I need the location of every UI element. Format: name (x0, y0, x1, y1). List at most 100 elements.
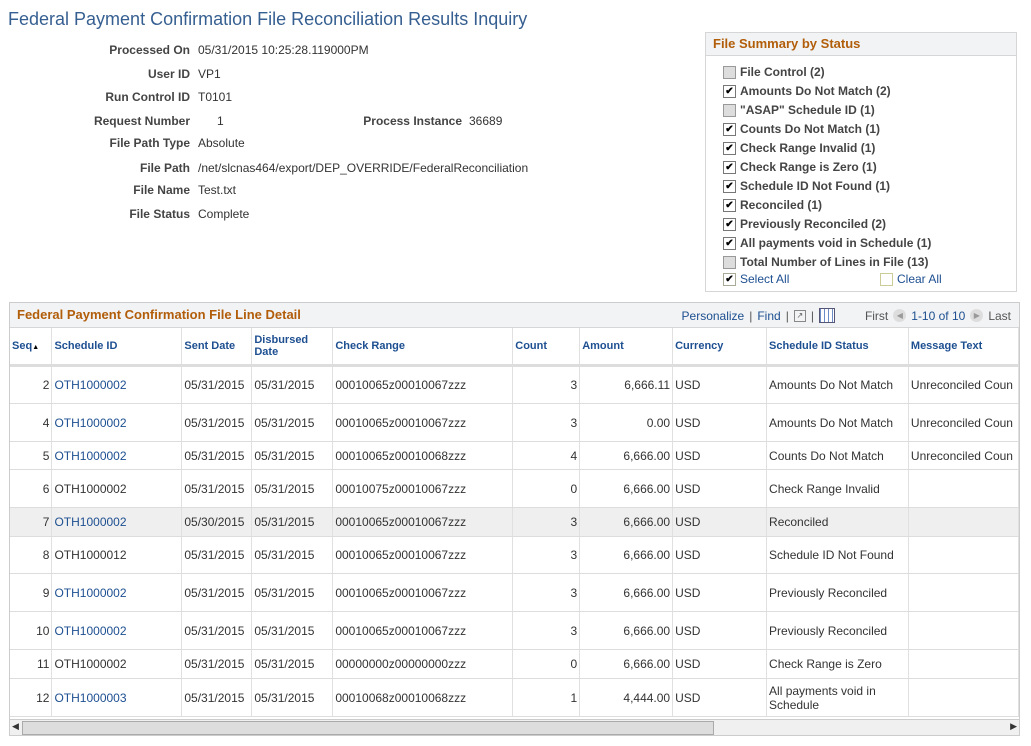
status-filter-item[interactable]: ✔ Counts Do Not Match (1) (723, 122, 880, 136)
column-header[interactable]: Sent Date (181, 328, 253, 367)
currency-cell: USD (672, 611, 768, 650)
checkbox[interactable]: ✔ (723, 84, 736, 98)
count-cell: 3 (512, 507, 581, 537)
scroll-left-icon[interactable]: ◀ (12, 721, 19, 731)
column-header[interactable]: Schedule ID (51, 328, 183, 367)
column-header[interactable]: Message Text (908, 328, 1020, 367)
seq-cell: 11 (10, 649, 53, 679)
clear-all-link[interactable]: Clear All (880, 272, 942, 286)
disbursed-date-cell: 05/31/2015 (251, 678, 334, 717)
select-all-link[interactable]: ✔ Select All (723, 272, 789, 286)
next-icon[interactable]: ▶ (970, 309, 984, 322)
checkbox (723, 65, 736, 79)
status-filter-item[interactable]: ✔ Reconciled (1) (723, 198, 822, 212)
sent-date-cell: 05/31/2015 (181, 441, 253, 470)
download-spreadsheet-icon[interactable] (818, 308, 835, 323)
status-cell: All payments void in Schedule (766, 678, 909, 717)
checkbox[interactable]: ✔ (723, 160, 736, 174)
status-filter-item[interactable]: ✔ Schedule ID Not Found (1) (723, 179, 890, 193)
scrollbar-thumb[interactable] (22, 721, 714, 735)
schedule-id-link[interactable]: OTH1000003 (54, 690, 127, 705)
checkbox[interactable]: ✔ (723, 236, 736, 250)
check-range-cell: 00010075z00010067zzz (332, 469, 514, 508)
amount-cell: 6,666.00 (579, 441, 674, 470)
table-row: 11 OTH1000002 05/31/2015 05/31/2015 0000… (10, 649, 1020, 679)
amount-cell: 6,666.00 (579, 611, 674, 650)
sent-date-cell: 05/31/2015 (181, 649, 253, 679)
schedule-id-link[interactable]: OTH1000002 (54, 623, 127, 638)
currency-cell: USD (672, 507, 768, 537)
count-cell: 0 (512, 649, 581, 679)
status-filter-item[interactable]: ✔ Check Range is Zero (1) (723, 160, 877, 174)
check-range-cell: 00010065z00010067zzz (332, 611, 514, 650)
table-row: 8 OTH1000012 05/31/2015 05/31/2015 00010… (10, 536, 1020, 574)
personalize-link[interactable]: Personalize (681, 308, 745, 323)
checkbox[interactable]: ✔ (723, 179, 736, 193)
file-path-type-label: File Path Type (109, 136, 190, 150)
table-row: 9 OTH1000002 05/31/2015 05/31/2015 00010… (10, 573, 1020, 612)
message-cell: Unreconciled Coun (908, 365, 1020, 404)
check-icon: ✔ (723, 272, 736, 286)
disbursed-date-cell: 05/31/2015 (251, 441, 334, 470)
status-cell: Reconciled (766, 507, 909, 537)
status-filter-item[interactable]: ✔ All payments void in Schedule (1) (723, 236, 931, 250)
seq-cell: 12 (10, 678, 53, 717)
amount-cell: 6,666.00 (579, 507, 674, 537)
status-filter-item: File Control (2) (723, 65, 825, 79)
status-cell: Counts Do Not Match (766, 441, 909, 470)
count-cell: 3 (512, 365, 581, 404)
message-cell (908, 507, 1020, 537)
view-all-icon[interactable]: ↗ (793, 309, 806, 322)
checkbox (723, 255, 736, 269)
column-header[interactable]: Seq▲ (10, 328, 53, 367)
horizontal-scrollbar[interactable]: ◀ ▶ (10, 719, 1019, 735)
grid-title: Federal Payment Confirmation File Line D… (17, 307, 301, 322)
sent-date-cell: 05/31/2015 (181, 678, 253, 717)
empty-box-icon (880, 272, 893, 286)
schedule-id-link[interactable]: OTH1000002 (54, 585, 127, 600)
status-filter-item[interactable]: ✔ Previously Reconciled (2) (723, 217, 886, 231)
previous-icon[interactable]: ◀ (893, 309, 907, 322)
checkbox[interactable]: ✔ (723, 141, 736, 155)
checkbox[interactable]: ✔ (723, 217, 736, 231)
find-link[interactable]: Find (757, 308, 781, 323)
column-header[interactable]: Count (512, 328, 581, 367)
last-link[interactable]: Last (988, 308, 1011, 323)
check-range-cell: 00010065z00010067zzz (332, 536, 514, 574)
schedule-id-link[interactable]: OTH1000002 (54, 448, 127, 463)
summary-title: File Summary by Status (706, 33, 1016, 56)
column-header[interactable]: Disbursed Date (251, 328, 334, 367)
schedule-id-link[interactable]: OTH1000002 (54, 515, 127, 529)
scroll-right-icon[interactable]: ▶ (1010, 721, 1017, 731)
status-filter-item[interactable]: ✔ Amounts Do Not Match (2) (723, 84, 891, 98)
currency-cell: USD (672, 441, 768, 470)
column-header[interactable]: Currency (672, 328, 768, 367)
message-cell (908, 611, 1020, 650)
sent-date-cell: 05/30/2015 (181, 507, 253, 537)
column-header[interactable]: Schedule ID Status (766, 328, 909, 367)
seq-cell: 8 (10, 536, 53, 574)
run-control-id-value: T0101 (198, 90, 233, 104)
line-detail-grid: Federal Payment Confirmation File Line D… (9, 302, 1020, 736)
check-range-cell: 00010065z00010067zzz (332, 365, 514, 404)
checkbox[interactable]: ✔ (723, 122, 736, 136)
line-detail-table: Seq▲ Schedule ID Sent Date Disbursed Date Ch… (10, 328, 1020, 717)
amount-cell: 4,444.00 (579, 678, 674, 717)
table-row: 2 OTH1000002 05/31/2015 05/31/2015 00010… (10, 365, 1020, 404)
column-header[interactable]: Amount (579, 328, 674, 367)
file-summary-panel: File Summary by Status File Control (2) ✔… (705, 32, 1017, 292)
checkbox[interactable]: ✔ (723, 198, 736, 212)
schedule-id-link[interactable]: OTH1000002 (54, 415, 127, 430)
status-cell: Check Range is Zero (766, 649, 909, 679)
first-link[interactable]: First (864, 308, 889, 323)
check-range-cell: 00010068z00010068zzz (332, 678, 514, 717)
count-cell: 3 (512, 611, 581, 650)
file-name-value: Test.txt (198, 183, 237, 197)
schedule-id-link[interactable]: OTH1000002 (54, 378, 127, 392)
seq-cell: 9 (10, 573, 53, 612)
status-filter-item[interactable]: ✔ Check Range Invalid (1) (723, 141, 875, 155)
column-header[interactable]: Check Range (332, 328, 514, 367)
request-number-value: 1 (217, 114, 224, 128)
amount-cell: 6,666.00 (579, 469, 674, 508)
check-range-cell: 00010065z00010068zzz (332, 441, 514, 470)
